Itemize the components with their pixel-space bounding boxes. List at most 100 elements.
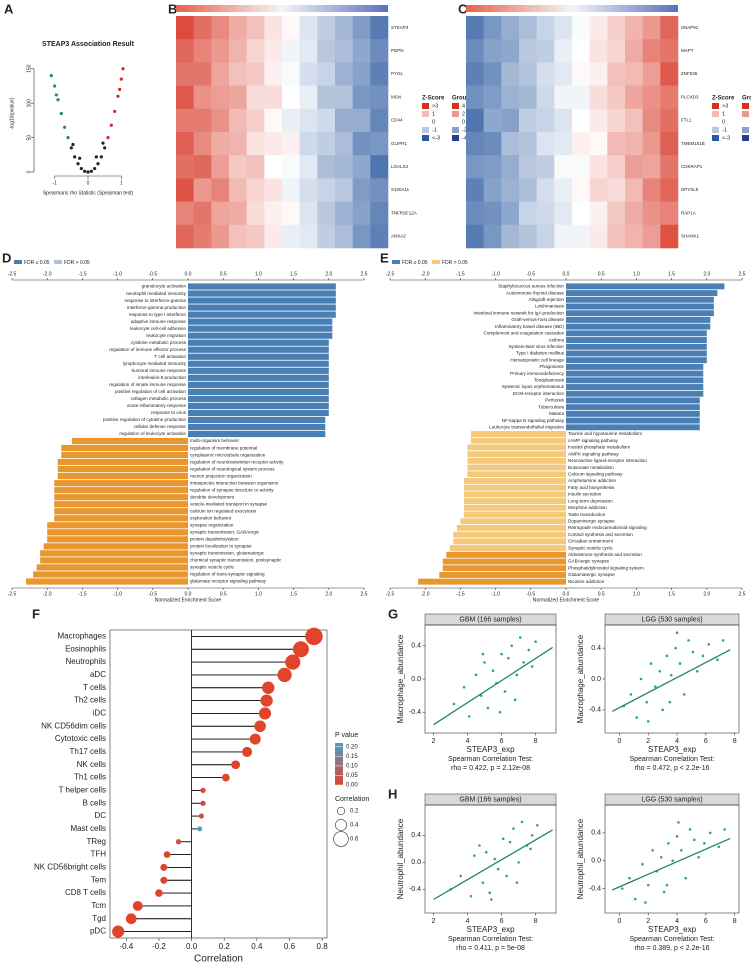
legend-swatch — [422, 127, 429, 133]
legend-swatch — [452, 103, 459, 109]
heat-cell — [642, 155, 661, 179]
x-tick-label: 8 — [733, 918, 737, 925]
x-tick-label: -2.0 — [43, 271, 52, 277]
point — [473, 854, 476, 857]
x-axis-title: STEAP3_exp — [466, 925, 515, 934]
point — [701, 654, 705, 658]
bar — [188, 283, 336, 290]
dot — [160, 876, 168, 884]
category-label: Neutrophils — [66, 657, 106, 666]
heat-cell — [660, 16, 679, 40]
x-tick-label: 0 — [617, 918, 621, 925]
heat-cell — [352, 201, 371, 226]
point — [488, 891, 491, 895]
legend-swatch — [742, 119, 749, 125]
category-label: Tcm — [91, 901, 106, 910]
heat-cell — [370, 132, 389, 156]
heat-cell — [282, 132, 300, 156]
dot — [277, 667, 292, 683]
bar — [188, 297, 336, 304]
heat-cell — [282, 16, 300, 40]
heat-cell — [193, 178, 212, 202]
heat-cell — [299, 62, 318, 86]
heat-cell — [572, 132, 590, 156]
heat-cell — [193, 132, 212, 156]
heat-cell — [554, 178, 573, 202]
heat-cell — [352, 16, 371, 40]
heat-cell — [317, 132, 336, 156]
point — [646, 720, 650, 723]
bar — [188, 318, 333, 325]
point — [708, 831, 712, 835]
legend-title: Group — [452, 96, 470, 102]
bar — [449, 545, 566, 552]
x-tick-label: 4 — [466, 738, 470, 745]
category-label: DC — [94, 811, 106, 820]
bar-label: Neuroactive ligand-receptor interaction — [568, 458, 647, 463]
heat-cell — [607, 224, 626, 249]
heat-cell — [299, 85, 318, 110]
bar-label: Nicotine addiction — [568, 579, 605, 584]
bar-label: Phagosome — [539, 364, 564, 369]
heat-cell — [466, 16, 484, 40]
y-tick-label: 0.0 — [411, 676, 421, 683]
legend-swatch — [14, 260, 22, 264]
category-label: Mast cells — [70, 824, 106, 833]
y-tick-label: 0.4 — [411, 643, 421, 650]
dot — [249, 733, 261, 745]
bar — [463, 504, 566, 511]
category-label: TFH — [90, 850, 106, 859]
dot — [221, 773, 230, 782]
heat-cell — [501, 16, 520, 40]
bar-label: cytoplasmic microtubule organization — [190, 452, 266, 457]
dot — [305, 627, 323, 646]
category-label: NK CD56bright cells — [34, 863, 106, 872]
heat-cell — [282, 62, 300, 86]
x-tick-label: 4 — [466, 918, 470, 925]
point — [106, 135, 110, 140]
bar — [188, 423, 326, 431]
bar-label: lymphocyte mediated immunity — [123, 361, 187, 366]
bar — [40, 550, 188, 557]
point — [94, 155, 98, 159]
bar — [467, 444, 566, 451]
point — [654, 685, 657, 689]
bar — [566, 410, 700, 417]
colorbar-label: 0.05 — [346, 773, 358, 779]
heat-cell — [370, 201, 389, 226]
legend-label: <-3 — [722, 135, 730, 141]
bar-label: Fatty acid biosynthesis — [568, 485, 615, 490]
point — [467, 715, 471, 718]
heat-cell — [572, 16, 590, 40]
point — [500, 652, 503, 656]
x-tick-label: 0.0 — [186, 942, 198, 951]
bar — [188, 402, 329, 410]
heat-cell — [282, 39, 300, 63]
stats: rho = 0.411, p = 5e-08 — [456, 945, 525, 952]
heat-cell — [483, 16, 502, 40]
bar-label: Phosphatidylinositol signaling system — [568, 565, 644, 570]
point — [469, 894, 473, 898]
bar-label: neutrophil mediated immunity — [126, 291, 187, 296]
legend-label: FDR > 0.05 — [442, 260, 468, 266]
x-tick-label: 4 — [675, 738, 679, 745]
row-label: SNAP91 — [681, 25, 699, 30]
bar-label: ECM-receptor interaction — [513, 391, 565, 396]
heat-cell — [264, 224, 283, 249]
bar-label: glutamate receptor signaling pathway — [190, 579, 267, 584]
point — [56, 98, 60, 102]
x-tick-label: 4 — [675, 918, 679, 925]
bar-label: Circadian entrainment — [568, 539, 614, 544]
point — [113, 109, 117, 114]
point — [69, 146, 73, 150]
heat-cell — [193, 62, 212, 86]
heat-cell — [607, 62, 626, 86]
point — [462, 686, 466, 689]
plot-frame — [109, 629, 328, 939]
heat-cell — [193, 85, 212, 110]
point — [101, 141, 105, 145]
bar-label: regulation of innate immune response — [109, 382, 186, 387]
heat-cell — [282, 155, 300, 179]
x-tick-label: 8 — [534, 738, 538, 745]
heat-cell — [466, 39, 484, 63]
